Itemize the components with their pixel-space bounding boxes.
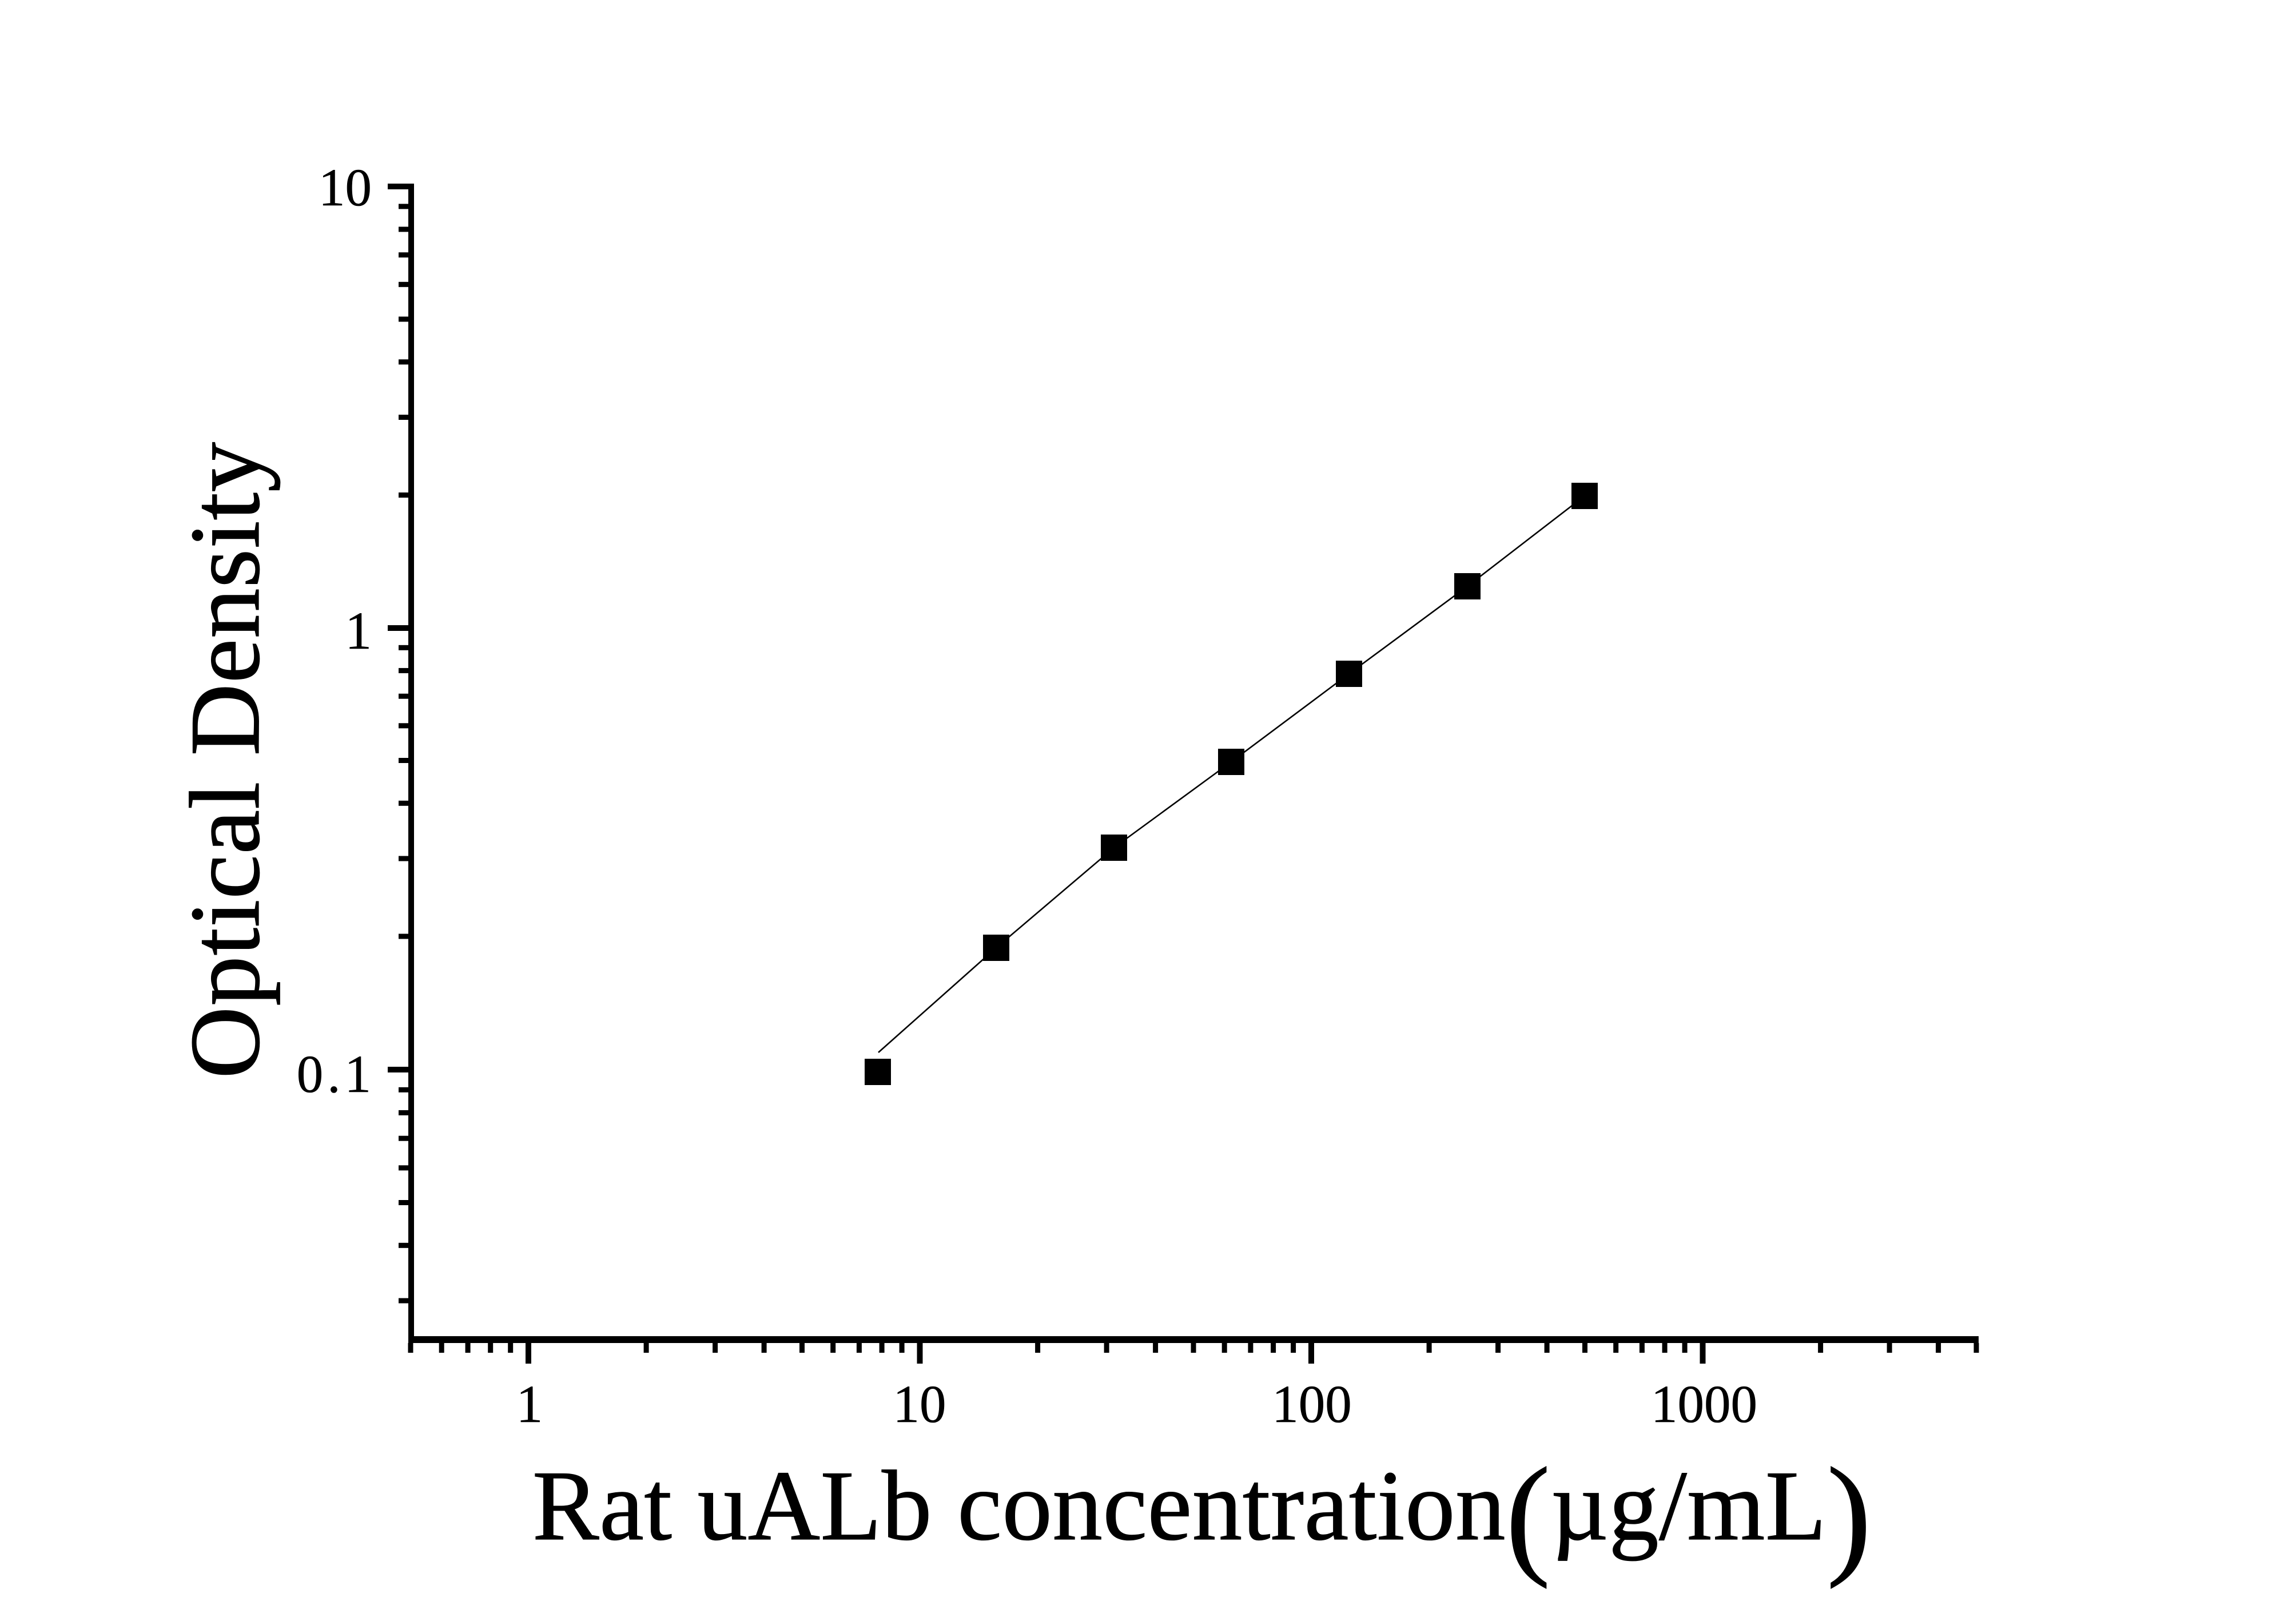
svg-text:10: 10 <box>319 158 372 217</box>
svg-text:10: 10 <box>893 1375 946 1434</box>
svg-text:1: 1 <box>516 1375 543 1434</box>
svg-text:1: 1 <box>345 602 372 661</box>
svg-text:Optical Density: Optical Density <box>169 442 280 1079</box>
svg-text:0.1: 0.1 <box>297 1045 375 1104</box>
svg-text:1000: 1000 <box>1651 1375 1757 1434</box>
svg-text:Rat uALb concentration(µg/mL): Rat uALb concentration(µg/mL) <box>532 1440 1872 1589</box>
svg-text:100: 100 <box>1272 1375 1352 1434</box>
